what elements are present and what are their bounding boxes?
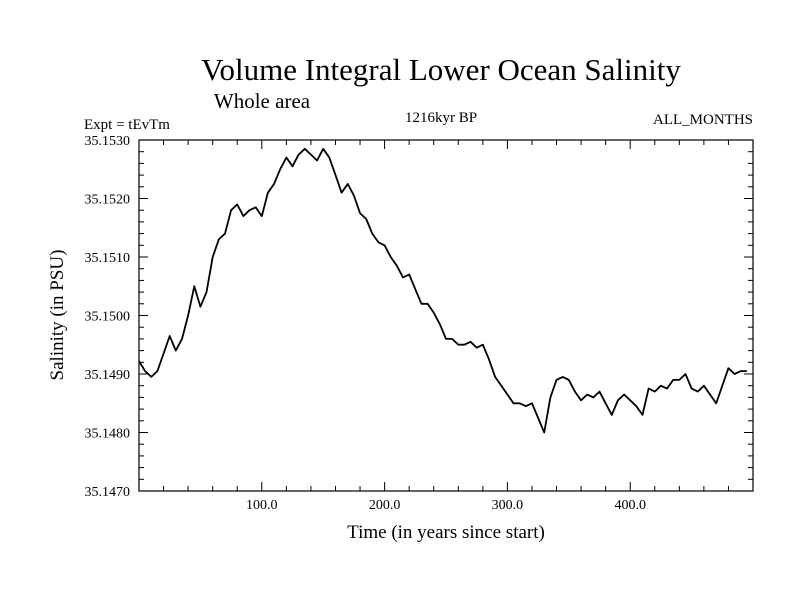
x-tick-label: 300.0 xyxy=(492,498,524,513)
y-tick-label: 35.1510 xyxy=(85,251,131,266)
plot-frame xyxy=(138,139,754,492)
x-axis-ticks: 100.0 200.0 300.0 400.0 xyxy=(163,140,729,513)
x-tick-label: 200.0 xyxy=(369,498,401,513)
y-tick-label: 35.1500 xyxy=(85,310,131,325)
months-label: ALL_MONTHS xyxy=(653,112,753,128)
experiment-label: Expt = tEvTm xyxy=(84,117,170,133)
y-tick-label: 35.1490 xyxy=(85,368,131,383)
x-tick-label: 100.0 xyxy=(246,498,278,513)
chart-title: Volume Integral Lower Ocean Salinity xyxy=(201,52,681,87)
y-tick-label: 35.1470 xyxy=(85,485,131,500)
chart-subtitle: Whole area xyxy=(214,89,311,113)
x-tick-label: 400.0 xyxy=(614,498,646,513)
period-label: 1216kyr BP xyxy=(405,110,477,126)
y-axis-label: Salinity (in PSU) xyxy=(47,250,68,381)
y-axis-ticks: 35.1470 35.1480 35.1490 35.1500 35.1510 35.15… xyxy=(85,134,753,500)
series-line xyxy=(138,147,747,434)
y-tick-label: 35.1520 xyxy=(85,193,131,208)
y-tick-label: 35.1530 xyxy=(85,134,131,149)
x-axis-label: Time (in years since start) xyxy=(347,522,545,543)
y-tick-label: 35.1480 xyxy=(85,427,131,442)
series-layer xyxy=(138,147,747,434)
